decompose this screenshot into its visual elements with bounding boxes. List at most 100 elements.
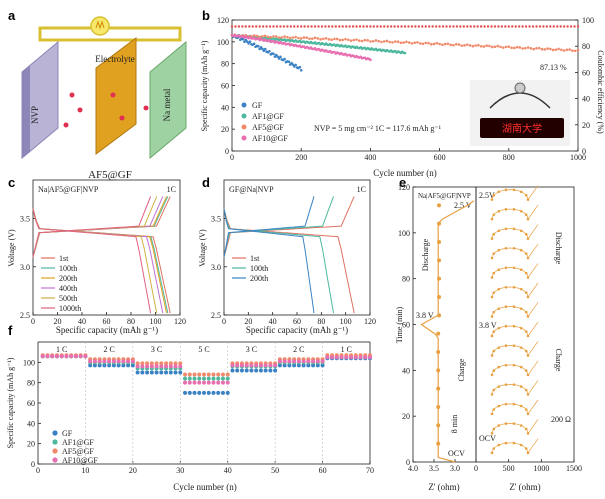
- f-rate-label: 2 C: [293, 345, 304, 354]
- b-point-AF5@GF: [335, 37, 339, 41]
- e-x-axis-label-right: Z' (ohm): [509, 482, 540, 492]
- f-point-GF: [159, 370, 164, 375]
- b-ce-point: [493, 25, 497, 28]
- b-point-GF: [279, 55, 282, 59]
- f-point-AF10@GF: [73, 354, 78, 359]
- f-point-AF10@GF: [235, 363, 240, 368]
- b-ytick-label: 0: [225, 147, 229, 156]
- f-point-AF10@GF: [320, 359, 325, 364]
- f-point-AF10@GF: [192, 380, 197, 385]
- b-point-AF5@GF: [355, 38, 358, 41]
- e-label-ocv: OCV: [448, 449, 465, 458]
- f-point-GF: [97, 363, 102, 368]
- b-xtick-label: 600: [434, 153, 446, 162]
- f-rate-label: 1 C: [341, 345, 352, 354]
- f-point-AF10@GF: [306, 359, 311, 364]
- f-point-AF10@GF: [220, 380, 225, 385]
- b-point-AF5@GF: [526, 46, 530, 49]
- b-y-axis-label: Specific capacity (mAh g⁻¹): [200, 40, 209, 131]
- e-label-discharge: Discharge: [421, 238, 430, 271]
- pd-legend-label: 200th: [250, 274, 268, 283]
- b-point-GF: [256, 44, 260, 48]
- b-point-AF5@GF: [457, 43, 461, 46]
- e-label-charge: Charge: [457, 358, 466, 381]
- b-ce-point: [358, 25, 362, 28]
- panel-label-d: d: [202, 175, 210, 190]
- f-point-AF10@GF: [315, 359, 320, 364]
- e-ny-point: [490, 276, 494, 279]
- f-legend-label: AF10@GF: [62, 456, 98, 465]
- molecules: [63, 92, 149, 128]
- f-xtick-label: 40: [224, 466, 232, 475]
- pd-charge-curve: [223, 196, 315, 258]
- f-xtick-label: 30: [176, 466, 184, 475]
- b-ce-point: [351, 25, 355, 28]
- f-point-GF: [320, 363, 325, 368]
- f-point-GF: [311, 363, 316, 368]
- pc-xtick-label: 0: [31, 317, 35, 326]
- b-ce-point: [511, 25, 514, 28]
- f-ytick-label: 80: [27, 379, 35, 388]
- f-point-AF10@GF: [339, 355, 344, 360]
- f-point-AF10@GF: [292, 359, 297, 364]
- b-ce-point: [241, 25, 244, 28]
- f-point-AF10@GF: [78, 354, 83, 359]
- f-point-GF: [239, 368, 244, 373]
- f-point-AF10@GF: [273, 363, 278, 368]
- b-ce-point: [344, 25, 348, 28]
- na-metal-electrode: [149, 40, 187, 160]
- f-point-AF10@GF: [206, 380, 211, 385]
- b-point-GF: [299, 68, 303, 72]
- f-point-AF10@GF: [50, 354, 55, 359]
- b-point-AF5@GF: [504, 45, 508, 49]
- b-point-AF5@GF: [263, 34, 267, 38]
- b-ce-point: [410, 25, 414, 28]
- chart-c: Na|AF5@GF|NVP 1C Voltage (V) Specific ca…: [7, 179, 186, 335]
- b-ce-point: [573, 25, 576, 28]
- f-point-AF10@GF: [216, 380, 221, 385]
- f-point-AF10@GF: [59, 354, 64, 359]
- b-point-AF5@GF: [297, 36, 300, 40]
- b-point-AF5@GF: [554, 48, 558, 51]
- b-ce-point: [421, 25, 424, 28]
- b-point-AF5@GF: [521, 47, 524, 50]
- f-ytick-label: 20: [27, 440, 35, 449]
- b-y2-ytick-label: 60: [582, 68, 590, 77]
- b-ce-point: [504, 25, 507, 28]
- b-point-AF5@GF: [313, 36, 317, 40]
- b-legend-label: GF: [252, 101, 263, 110]
- f-point-AF1@GF: [192, 376, 197, 381]
- b-point-AF5@GF: [413, 41, 416, 45]
- b-point-AF5@GF: [288, 36, 292, 40]
- b-point-AF5@GF: [302, 36, 306, 39]
- f-point-AF10@GF: [358, 355, 363, 360]
- e-sample-point: [436, 405, 441, 409]
- f-point-AF10@GF: [211, 380, 216, 385]
- b-ce-point: [542, 25, 545, 28]
- b-ce-point: [300, 25, 303, 28]
- b-point-GF: [294, 63, 297, 67]
- b-point-AF5@GF: [443, 42, 447, 46]
- b-point-AF5@GF: [349, 39, 353, 42]
- pd-ytick-label: 3.0: [211, 263, 221, 272]
- b-ce-point: [500, 25, 504, 28]
- b-ce-point: [524, 25, 528, 28]
- e-ny-arc: [491, 243, 539, 259]
- b-ce-point: [424, 25, 427, 28]
- b-point-AF5@GF: [449, 43, 452, 47]
- f-point-GF: [301, 363, 306, 368]
- e-ny-arc: [491, 302, 539, 318]
- e-ny-arc: [491, 204, 539, 220]
- b-ce-point: [497, 25, 500, 28]
- b-legend-label: AF1@GF: [252, 112, 284, 121]
- b-point-AF5@GF: [324, 36, 328, 40]
- f-point-GF: [216, 390, 221, 395]
- wire: [38, 26, 182, 42]
- b-ce-point: [428, 25, 431, 28]
- pc-xtick-label: 40: [78, 317, 86, 326]
- f-point-AF10@GF: [149, 364, 154, 369]
- f-point-AF10@GF: [239, 363, 244, 368]
- b-point-AF5@GF: [477, 43, 480, 47]
- b-point-AF5@GF: [573, 49, 577, 53]
- b-ce-point: [272, 25, 275, 28]
